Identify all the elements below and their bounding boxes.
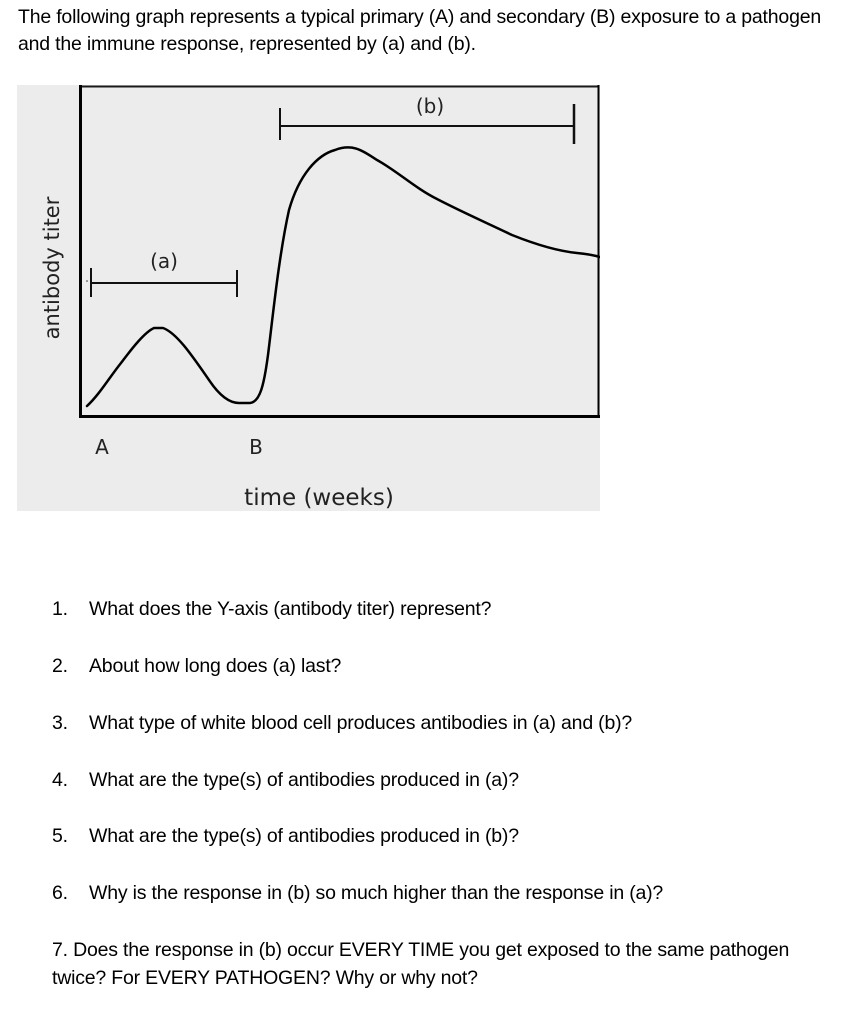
question-number: 2. (52, 655, 68, 677)
question-text: Why is the response in (b) so much highe… (89, 882, 664, 904)
question-text: What are the type(s) of antibodies produ… (89, 769, 519, 791)
antibody-curve (85, 146, 600, 408)
bracket-a: (a) (86, 249, 238, 297)
question-number: 4. (52, 769, 68, 791)
question-number: 5. (52, 825, 68, 847)
bracket-b-label: (b) (416, 94, 444, 118)
question-text: About how long does (a) last? (89, 655, 342, 677)
x-tick-B: B (249, 435, 263, 459)
question-number: 1. (52, 598, 68, 620)
question-number: 6. (52, 882, 68, 904)
bracket-b: (b) (279, 94, 576, 144)
x-tick-A: A (95, 435, 109, 459)
question-text: What does the Y-axis (antibody titer) re… (89, 598, 492, 620)
intro-paragraph: The following graph represents a typical… (18, 6, 821, 55)
antibody-titer-chart: (a) (b) antibody titer A B time (weeks) (40, 85, 600, 511)
question-text: What are the type(s) of antibodies produ… (89, 825, 519, 847)
question-text: What type of white blood cell produces a… (89, 712, 633, 734)
question-7: 7. Does the response in (b) occur EVERY … (52, 939, 790, 989)
question-number: 3. (52, 712, 68, 734)
y-axis-label: antibody titer (40, 196, 64, 339)
antibody-response-figure: (a) (b) antibody titer A B time (weeks) (17, 85, 600, 511)
x-axis-label: time (weeks) (244, 485, 394, 511)
bracket-a-label: (a) (150, 249, 178, 273)
